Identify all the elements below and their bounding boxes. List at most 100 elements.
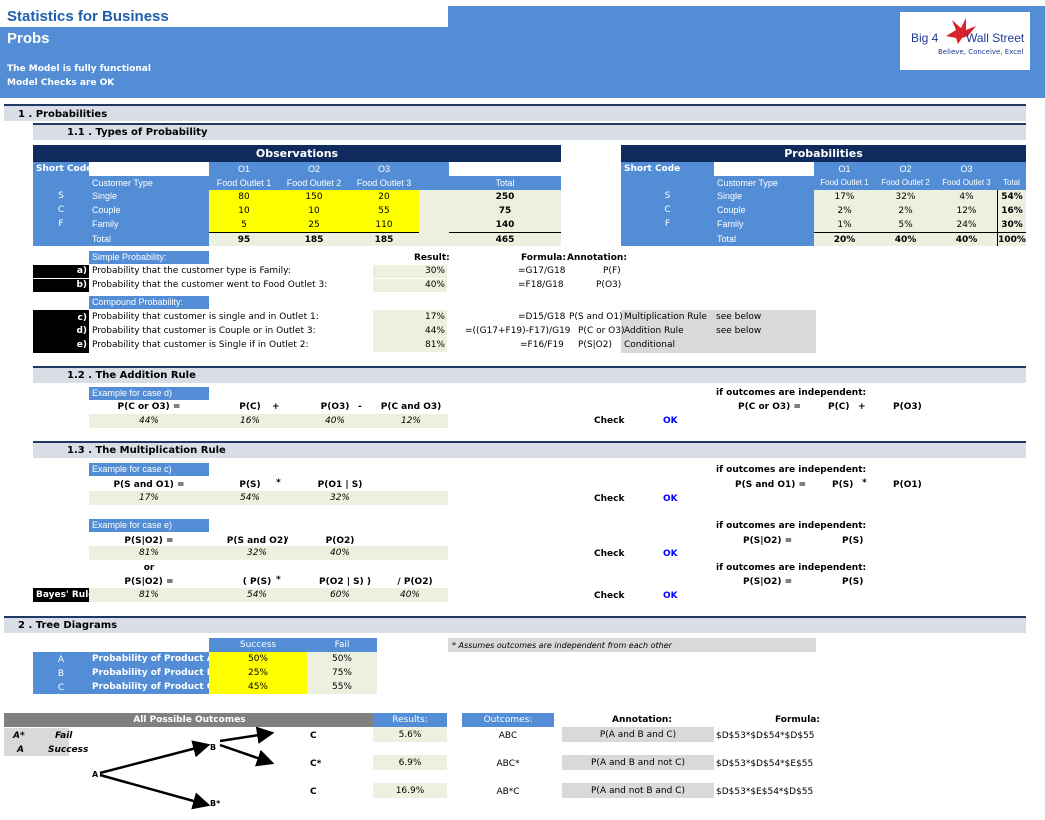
obs-o2-header: O2 <box>279 162 349 176</box>
mult-ind-c-label: if outcomes are independent: <box>716 465 867 475</box>
obs-short-code-header: Short Code <box>33 162 92 176</box>
mult-c-h-0: P(S and O1) = <box>113 480 185 490</box>
mult-b-h-2: * <box>276 575 281 585</box>
results-header: Results: <box>373 713 447 727</box>
obs-cell-c-o2[interactable]: 10 <box>279 204 349 218</box>
mult-e-h-0: P(S|O2) = <box>124 536 174 546</box>
tree-label-a: Probability of Product A <box>89 652 214 666</box>
header-band-right <box>448 6 1045 28</box>
probs-type-single: Single <box>714 190 814 204</box>
tree-code-c: C <box>57 683 65 693</box>
probs-total-c: 16% <box>997 204 1026 218</box>
logo: Big 4 Wall Street Believe, Conceive, Exc… <box>900 12 1030 70</box>
obs-total-o3: 185 <box>349 232 419 246</box>
qa-question-e: Probability that customer is Single if i… <box>92 340 309 350</box>
logo-text-right: Wall Street <box>966 31 1025 45</box>
obs-cell-f-o1[interactable]: 5 <box>209 218 279 232</box>
mult-ind-c-2: * <box>862 478 867 488</box>
obs-type-family: Family <box>89 218 209 232</box>
section-tree-diagrams: 2 . Tree Diagrams <box>4 616 1026 633</box>
tree-fail-a: 50% <box>307 652 377 666</box>
probs-type-couple: Couple <box>714 204 814 218</box>
obs-type-single: Single <box>89 190 209 204</box>
outcome-formula-1: $D$53*$D$54*$E$55 <box>716 759 814 769</box>
obs-cell-f-o3[interactable]: 110 <box>349 218 419 232</box>
tree-success-b[interactable]: 25% <box>209 666 307 680</box>
probs-total-o2: 40% <box>875 232 936 246</box>
add-v-result: 44% <box>138 416 159 426</box>
section-types: 1.1 . Types of Probability <box>33 123 1026 140</box>
qa-result-b: 40% <box>373 279 447 292</box>
section-tree-diagrams-title: 2 . Tree Diagrams <box>18 620 118 631</box>
formula-header: Formula: <box>521 253 566 263</box>
probs-total-row-label: Total <box>714 232 814 246</box>
outcome-annotation-1: P(A and B and not C) <box>562 755 714 770</box>
qa-question-d: Probability that customer is Couple or i… <box>92 326 316 336</box>
add-check-label: Check <box>594 416 625 426</box>
qa-formula-c: =D15/G18 <box>518 312 566 322</box>
obs-cell-c-o3[interactable]: 55 <box>349 204 419 218</box>
probabilities-heading: Probabilities <box>621 145 1026 162</box>
mult-c-v-2: 32% <box>329 493 350 503</box>
status-checks: Model Checks are OK <box>7 78 115 88</box>
mult-b-h-0: P(S|O2) = <box>124 577 174 587</box>
probs-cell-s-o1: 17% <box>814 190 875 204</box>
probs-total-s: 54% <box>997 190 1026 204</box>
tree-code-a: A <box>57 655 65 665</box>
tree-note: * Assumes outcomes are independent from … <box>448 638 816 652</box>
probs-cell-s-o3: 4% <box>936 190 997 204</box>
obs-total-o1: 95 <box>209 232 279 246</box>
qa-key-d: d) <box>33 325 89 338</box>
mult-b-v-3: 40% <box>399 590 420 600</box>
add-check-ok: OK <box>663 416 678 426</box>
qa-note-d: see below <box>716 326 762 336</box>
qa-result-e: 81% <box>373 338 447 352</box>
status-functional: The Model is fully functional <box>7 64 151 74</box>
obs-cell-s-o2[interactable]: 150 <box>279 190 349 204</box>
qa-key-a: a) <box>33 265 89 278</box>
legend-box <box>4 728 69 756</box>
mult-c-check-ok: OK <box>663 494 678 504</box>
compound-probability-label: Compound Probability: <box>89 296 209 309</box>
probs-code-s: S <box>664 191 671 201</box>
obs-white-gap <box>449 162 561 176</box>
tree-leaf-0: C <box>310 731 317 741</box>
header-title-bar: Statistics for Business <box>0 6 448 28</box>
qa-question-b: Probability that the customer went to Fo… <box>92 280 328 290</box>
probs-outlet3-name: Food Outlet 3 <box>936 176 997 190</box>
probs-cell-f-o3: 24% <box>936 218 997 232</box>
probs-code-c: C <box>664 205 671 215</box>
probs-o2-header: O2 <box>875 162 936 176</box>
outcome-result-0: 5.6% <box>373 727 447 742</box>
add-h-plus: + <box>272 402 280 412</box>
outcome-result-2: 16.9% <box>373 783 447 798</box>
mult-ind-b-label: if outcomes are independent: <box>716 563 867 573</box>
outcome-formula-2: $D$53*$E$54*$D$55 <box>716 787 814 797</box>
legend-val-0: Fail <box>55 731 73 741</box>
section-addition-rule: 1.2 . The Addition Rule <box>33 366 1026 383</box>
add-ind-h-1: P(C) <box>828 402 850 412</box>
mult-ind-c-1: P(S) <box>832 480 854 490</box>
outcome-formula-0: $D$53*$D$54*$D$55 <box>716 731 815 741</box>
obs-cell-f-o2[interactable]: 25 <box>279 218 349 232</box>
legend-key-0: A* <box>13 731 25 741</box>
outcome-result-1: 6.9% <box>373 755 447 770</box>
mult-or: or <box>143 563 155 573</box>
tree-success-a[interactable]: 50% <box>209 652 307 666</box>
obs-cell-c-o1[interactable]: 10 <box>209 204 279 218</box>
all-outcomes-header: All Possible Outcomes <box>4 713 375 727</box>
mult-b-h-1: ( P(S) <box>242 577 272 587</box>
obs-cell-s-o3[interactable]: 20 <box>349 190 419 204</box>
probs-total-f: 30% <box>997 218 1026 232</box>
qa-rule-d: Addition Rule <box>624 326 684 336</box>
add-values-row <box>89 414 448 428</box>
add-ind-h-0: P(C or O3) = <box>738 402 801 412</box>
obs-cell-s-o1[interactable]: 80 <box>209 190 279 204</box>
probs-cell-s-o2: 32% <box>875 190 936 204</box>
tree-success-c[interactable]: 45% <box>209 680 307 694</box>
mult-b-h-4: / P(O2) <box>397 577 433 587</box>
qa-formula-e: =F16/F19 <box>520 340 564 350</box>
mult-b-check-ok: OK <box>663 591 678 601</box>
qa-formula-a: =G17/G18 <box>518 266 566 276</box>
qa-rule-e: Conditional <box>624 340 675 350</box>
